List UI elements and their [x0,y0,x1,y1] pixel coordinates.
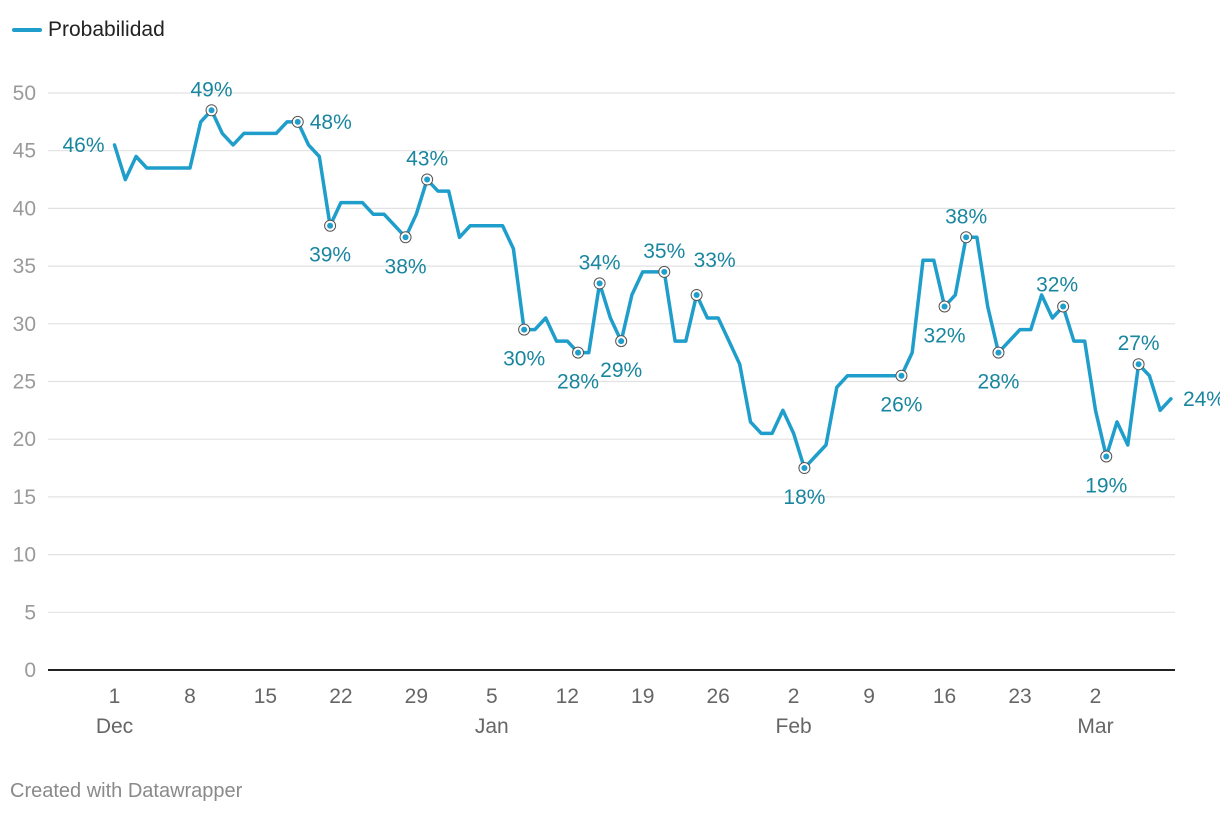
data-label: 46% [62,134,104,157]
x-tick-label: 2 [1090,685,1102,708]
data-label: 48% [310,111,352,134]
x-tick-label: 29 [405,685,428,708]
annotation-marker-dot [575,349,582,356]
y-tick-label: 0 [24,659,36,682]
credit-footer: Created with Datawrapper [10,780,243,802]
data-label: 34% [579,251,621,274]
data-label: 28% [557,371,599,394]
y-tick-label: 35 [13,255,36,278]
x-tick-month-label: Mar [1077,715,1113,738]
data-label: 30% [503,348,545,371]
data-label: 32% [924,324,966,347]
x-tick-label: 9 [863,685,875,708]
y-tick-label: 10 [13,544,36,567]
data-label: 26% [880,394,922,417]
data-label: 35% [643,240,685,263]
annotation-marker-dot [898,372,905,379]
data-label: 18% [783,486,825,509]
annotation-marker-dot [1060,303,1067,310]
x-tick-label: 22 [329,685,352,708]
x-tick-label: 12 [556,685,579,708]
annotation-marker-dot [801,465,808,472]
x-tick-label: 26 [707,685,730,708]
annotation-marker-dot [995,349,1002,356]
chart-legend: Probabilidad [12,16,165,44]
series-layer [112,108,1173,470]
y-tick-label: 25 [13,371,36,394]
legend-label: Probabilidad [48,18,165,41]
annotation-marker-dot [402,234,409,241]
y-tick-label: 40 [13,197,36,220]
x-tick-label: 23 [1008,685,1031,708]
y-tick-label: 20 [13,428,36,451]
data-label: 27% [1118,332,1160,355]
x-tick-label: 8 [184,685,196,708]
annotation-marker-dot [1103,453,1110,460]
x-tick-label: 19 [631,685,654,708]
x-tick-label: 15 [254,685,277,708]
annotation-marker-dot [661,268,668,275]
x-tick-month-label: Jan [475,715,509,738]
y-tick-label: 30 [13,313,36,336]
data-label: 39% [309,244,351,267]
data-label: 24% [1183,388,1220,411]
annotation-marker-dot [693,291,700,298]
x-tick-month-label: Dec [96,715,133,738]
annotation-marker-dot [208,107,215,114]
x-axis-ticks: 1 Dec 8 15 22 29 5 Jan 12 19 26 2 Feb 9 16 23 2 Mar [96,685,1114,738]
annotation-marker-dot [294,118,301,125]
y-axis-ticks: 0 5 10 15 20 25 30 35 40 45 50 [13,82,36,682]
data-label: 33% [694,249,736,272]
x-tick-label: 5 [486,685,498,708]
gridlines [48,92,1175,671]
series-line-probabilidad [112,108,1173,470]
data-label: 38% [385,255,427,278]
x-tick-label: 16 [933,685,956,708]
data-label: 32% [1036,273,1078,296]
data-label: 38% [945,205,987,228]
data-label: 19% [1085,475,1127,498]
annotation-marker-dot [963,234,970,241]
annotation-marker-dot [596,280,603,287]
x-tick-month-label: Feb [776,715,812,738]
data-label: 49% [191,78,233,101]
data-label: 28% [977,371,1019,394]
data-label: 29% [600,359,642,382]
annotation-marker-dot [521,326,528,333]
legend-swatch [12,28,42,32]
y-tick-label: 45 [13,140,36,163]
y-tick-label: 50 [13,82,36,105]
annotation-marker-dot [618,338,625,345]
annotations: 46% 49% 48% 39% 38% 43% 30% 28% 34% 29% 35% 33% 18% 2… [62,78,1220,509]
annotation-marker-dot [327,222,334,229]
annotation-marker-dot [424,176,431,183]
annotation-marker-dot [941,303,948,310]
annotation-marker-dot [1135,361,1142,368]
x-tick-label: 2 [788,685,800,708]
data-label: 43% [406,148,448,171]
x-tick-label: 1 [109,685,121,708]
y-tick-label: 15 [13,486,36,509]
y-tick-label: 5 [24,601,36,624]
